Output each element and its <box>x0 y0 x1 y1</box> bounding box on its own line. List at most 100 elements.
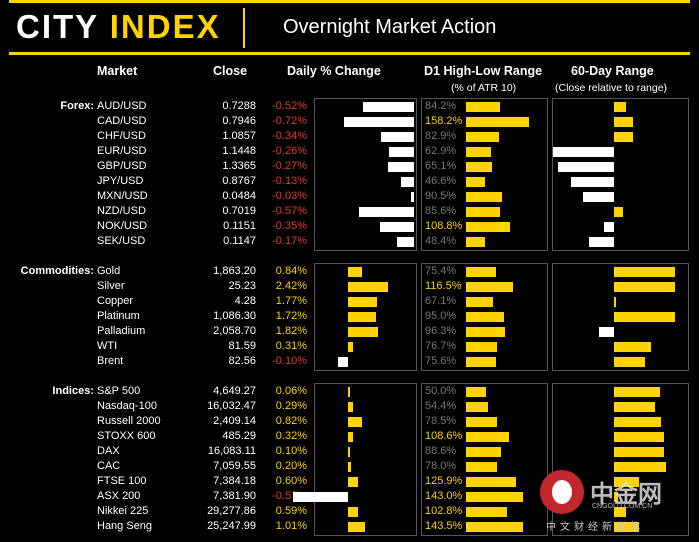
r60-bar <box>614 132 633 142</box>
hl-bar <box>466 312 504 322</box>
market-name: SEK/USD <box>97 235 146 247</box>
market-name: Platinum <box>97 310 140 322</box>
close-value: 0.7288 <box>222 100 256 112</box>
hl-bar <box>466 402 488 412</box>
daily-change: 0.84% <box>275 265 307 277</box>
daily-bar <box>348 462 352 472</box>
daily-bar <box>292 492 348 502</box>
header-separator <box>243 8 245 48</box>
market-name: JPY/USD <box>97 175 144 187</box>
daily-change: 2.42% <box>275 280 307 292</box>
hl-bar <box>466 492 524 502</box>
hl-bar <box>466 462 498 472</box>
daily-change: -0.13% <box>272 175 307 187</box>
daily-change: -0.10% <box>272 355 307 367</box>
daily-bar <box>380 132 414 142</box>
daily-bar <box>344 117 414 127</box>
daily-bar <box>348 282 388 292</box>
header-top-line <box>9 0 690 3</box>
r60-bar <box>614 447 664 457</box>
daily-bar <box>348 432 354 442</box>
close-value: 1.1448 <box>222 145 256 157</box>
daily-change: 0.32% <box>275 430 307 442</box>
hl-value: 102.8% <box>425 505 463 517</box>
market-name: GBP/USD <box>97 160 147 172</box>
r60-bar <box>614 267 675 277</box>
close-value: 1,863.20 <box>213 265 256 277</box>
brand-city: CITY <box>16 8 99 45</box>
r60-bar <box>599 327 614 337</box>
hl-bar <box>466 297 493 307</box>
close-value: 7,381.90 <box>213 490 256 502</box>
panel-hl-1 <box>421 263 548 371</box>
watermark-title: 中金网 <box>590 481 662 508</box>
market-name: AUD/USD <box>97 100 147 112</box>
market-name: FTSE 100 <box>97 475 147 487</box>
market-name: NOK/USD <box>97 220 148 232</box>
page-title: Overnight Market Action <box>283 16 497 38</box>
close-value: 7,059.55 <box>213 460 256 472</box>
daily-bar <box>397 237 414 247</box>
hl-bar <box>466 102 500 112</box>
close-value: 0.7019 <box>222 205 256 217</box>
hl-value: 143.5% <box>425 520 463 532</box>
daily-bar <box>348 507 358 517</box>
panel-r60-2 <box>552 383 689 536</box>
col-r60: 60-Day Range <box>571 64 654 78</box>
daily-bar <box>348 312 377 322</box>
daily-change: 1.82% <box>275 325 307 337</box>
daily-bar <box>387 162 414 172</box>
daily-change: 0.10% <box>275 445 307 457</box>
hl-bar <box>466 147 492 157</box>
r60-bar <box>570 177 614 187</box>
close-value: 485.29 <box>222 430 256 442</box>
close-value: 25,247.99 <box>207 520 256 532</box>
panel-daily-2 <box>314 383 417 536</box>
daily-bar <box>401 177 414 187</box>
close-value: 2,058.70 <box>213 325 256 337</box>
market-name: NZD/USD <box>97 205 146 217</box>
watermark-logo-icon <box>540 470 584 514</box>
daily-change: 0.06% <box>275 385 307 397</box>
daily-change: -0.72% <box>272 115 307 127</box>
watermark-domain: CNGOLD.COM.CN <box>592 503 653 510</box>
header-bottom-line <box>9 52 690 55</box>
market-name: MXN/USD <box>97 190 148 202</box>
hl-bar <box>466 132 500 142</box>
hl-value: 125.9% <box>425 475 463 487</box>
daily-change: 1.01% <box>275 520 307 532</box>
market-name: S&P 500 <box>97 385 141 397</box>
market-name: CHF/USD <box>97 130 146 142</box>
close-value: 2,409.14 <box>213 415 256 427</box>
col-close: Close <box>213 64 248 78</box>
daily-change: 1.72% <box>275 310 307 322</box>
r60-bar <box>614 357 645 367</box>
hl-bar <box>466 417 498 427</box>
hl-value: 65.1% <box>425 160 457 172</box>
hl-value: 62.9% <box>425 145 457 157</box>
close-value: 25.23 <box>228 280 256 292</box>
section-label: Forex: <box>60 100 94 112</box>
market-name: Gold <box>97 265 121 277</box>
col-hl-sub: (% of ATR 10) <box>451 82 517 94</box>
hl-value: 78.0% <box>425 460 457 472</box>
hl-value: 50.0% <box>425 385 457 397</box>
market-name: Brent <box>97 355 124 367</box>
r60-bar <box>614 507 627 517</box>
market-name: Russell 2000 <box>97 415 161 427</box>
market-name: Copper <box>97 295 134 307</box>
close-value: 1.3365 <box>222 160 256 172</box>
r60-bar <box>614 432 664 442</box>
r60-bar <box>614 342 652 352</box>
r60-bar <box>614 462 667 472</box>
panel-r60-1 <box>552 263 689 371</box>
daily-change: -0.03% <box>272 190 307 202</box>
hl-bar <box>466 192 503 202</box>
hl-value: 90.5% <box>425 190 457 202</box>
close-value: 0.0484 <box>222 190 256 202</box>
daily-bar <box>379 222 414 232</box>
r60-bar <box>614 492 618 502</box>
hl-bar <box>466 267 497 277</box>
close-value: 16,032.47 <box>207 400 256 412</box>
daily-bar <box>348 267 362 277</box>
